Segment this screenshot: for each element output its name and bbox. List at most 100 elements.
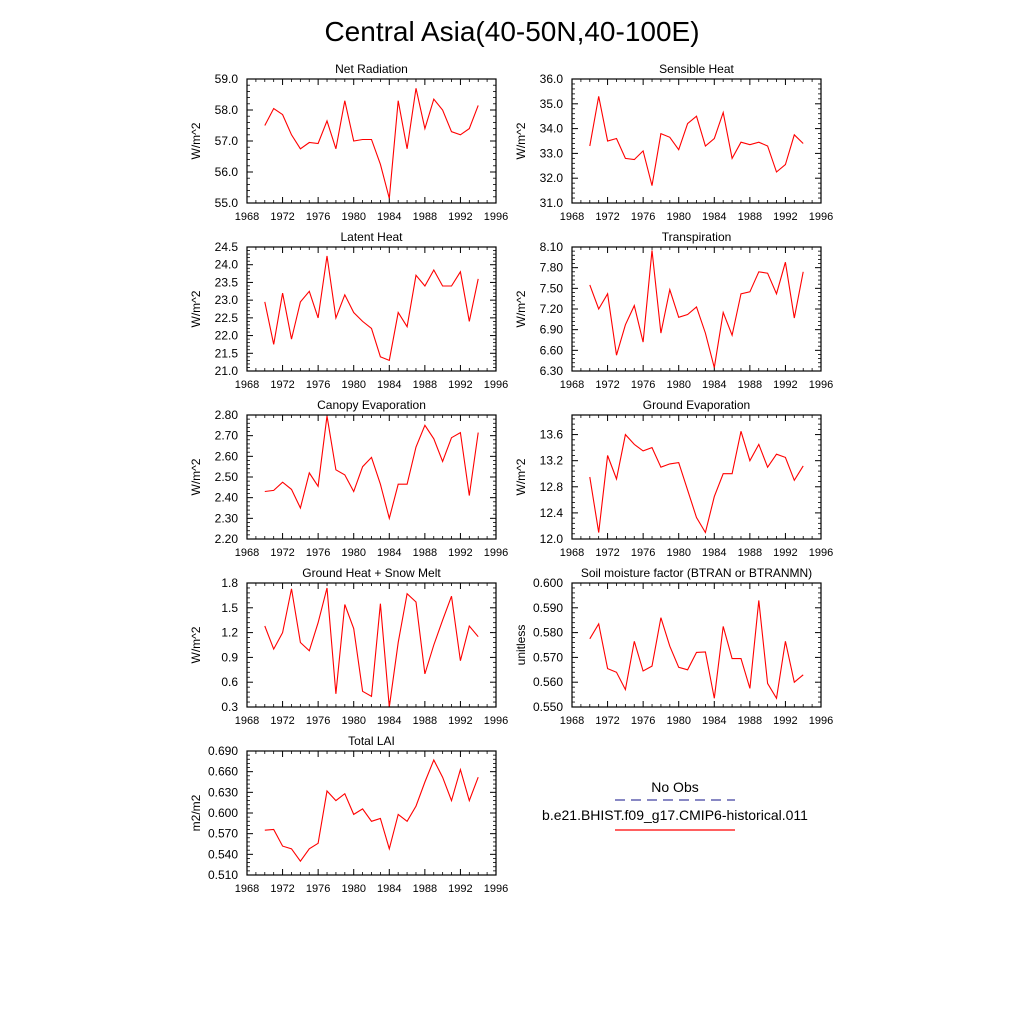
y-tick-label: 0.560	[533, 675, 563, 689]
x-tick-label: 1992	[773, 211, 797, 223]
plot-frame	[571, 78, 822, 204]
x-tick-label: 1968	[560, 547, 584, 559]
x-tick-label: 1988	[738, 379, 762, 391]
panel-title: Canopy Evaporation	[317, 398, 426, 412]
series-line	[589, 600, 804, 700]
x-tick-label: 1984	[377, 715, 401, 727]
figure-title: Central Asia(40-50N,40-100E)	[324, 16, 699, 47]
y-tick-label: 32.0	[540, 171, 564, 185]
y-tick-label: 0.600	[208, 806, 238, 820]
y-axis-label: W/m^2	[514, 290, 528, 327]
x-tick-label: 1992	[448, 211, 472, 223]
x-tick-label: 1976	[306, 379, 330, 391]
x-tick-label: 1968	[235, 379, 259, 391]
y-tick-label: 6.90	[540, 323, 564, 337]
y-tick-label: 2.20	[215, 532, 239, 546]
y-tick-label: 23.0	[215, 293, 239, 307]
y-tick-label: 0.600	[533, 576, 563, 590]
x-tick-label: 1992	[448, 379, 472, 391]
x-tick-label: 1996	[484, 715, 508, 727]
x-tick-label: 1996	[809, 379, 833, 391]
x-tick-label: 1968	[560, 211, 584, 223]
x-tick-label: 1980	[341, 547, 365, 559]
panel-1: Net Radiation W/m^2 1968 1972 1976 1980 1984 19…	[189, 62, 508, 223]
series-line	[264, 587, 479, 708]
plot-frame	[246, 414, 497, 540]
x-tick-label: 1988	[413, 379, 437, 391]
series-line	[264, 255, 479, 362]
x-tick-label: 1980	[341, 883, 365, 895]
y-tick-label: 35.0	[540, 97, 564, 111]
x-tick-label: 1968	[560, 715, 584, 727]
x-tick-label: 1976	[631, 211, 655, 223]
series-line	[589, 96, 804, 186]
x-tick-label: 1992	[448, 715, 472, 727]
y-tick-label: 0.630	[208, 785, 238, 799]
y-tick-label: 8.10	[540, 240, 564, 254]
y-tick-label: 21.5	[215, 346, 239, 360]
y-tick-label: 2.50	[215, 470, 239, 484]
x-tick-label: 1968	[235, 715, 259, 727]
y-tick-label: 1.8	[221, 576, 238, 590]
x-tick-label: 1968	[560, 379, 584, 391]
x-tick-label: 1984	[702, 547, 726, 559]
y-tick-label: 2.70	[215, 429, 239, 443]
panel-title: Net Radiation	[335, 62, 408, 76]
x-tick-label: 1996	[809, 547, 833, 559]
x-tick-label: 1972	[270, 211, 294, 223]
x-tick-label: 1972	[270, 883, 294, 895]
x-tick-label: 1976	[306, 211, 330, 223]
x-tick-label: 1976	[306, 547, 330, 559]
y-tick-label: 24.0	[215, 258, 239, 272]
y-tick-label: 33.0	[540, 146, 564, 160]
x-tick-label: 1980	[666, 715, 690, 727]
x-tick-label: 1972	[595, 211, 619, 223]
y-tick-label: 57.0	[215, 134, 239, 148]
y-tick-label: 31.0	[540, 196, 564, 210]
y-tick-label: 24.5	[215, 240, 239, 254]
y-tick-label: 0.570	[533, 650, 563, 664]
panel-title: Sensible Heat	[659, 62, 734, 76]
x-tick-label: 1992	[773, 547, 797, 559]
series-line	[264, 415, 479, 521]
legend-model-label: b.e21.BHIST.f09_g17.CMIP6-historical.011	[542, 807, 808, 823]
y-tick-label: 23.5	[215, 275, 239, 289]
panel-3: Latent Heat W/m^2 1968 1972 1976 1980 1984 1988…	[189, 230, 508, 391]
y-axis-label: W/m^2	[189, 626, 203, 663]
x-tick-label: 1984	[702, 715, 726, 727]
y-tick-label: 59.0	[215, 72, 239, 86]
y-axis-label: W/m^2	[514, 122, 528, 159]
x-tick-label: 1980	[666, 379, 690, 391]
y-axis-label: W/m^2	[189, 458, 203, 495]
y-tick-label: 13.6	[540, 428, 564, 442]
x-tick-label: 1980	[341, 379, 365, 391]
legend: No Obs b.e21.BHIST.f09_g17.CMIP6-histori…	[542, 779, 808, 831]
x-tick-label: 1976	[306, 883, 330, 895]
x-tick-label: 1992	[448, 883, 472, 895]
y-tick-label: 22.5	[215, 311, 239, 325]
y-tick-label: 55.0	[215, 196, 239, 210]
x-tick-label: 1976	[306, 715, 330, 727]
x-tick-label: 1972	[270, 547, 294, 559]
x-tick-label: 1984	[702, 379, 726, 391]
x-tick-label: 1992	[448, 547, 472, 559]
panel-9: Total LAI m2/m2 1968 1972 1976 1980 1984 1988 19…	[189, 734, 508, 895]
x-tick-label: 1988	[413, 883, 437, 895]
y-tick-label: 12.4	[540, 506, 564, 520]
y-tick-label: 7.80	[540, 261, 564, 275]
panel-title: Ground Heat + Snow Melt	[302, 566, 441, 580]
x-tick-label: 1984	[377, 211, 401, 223]
x-tick-label: 1996	[484, 211, 508, 223]
series-line	[589, 431, 804, 534]
plot-frame	[571, 582, 822, 708]
x-tick-label: 1992	[773, 715, 797, 727]
y-tick-label: 0.550	[533, 700, 563, 714]
y-tick-label: 0.570	[208, 827, 238, 841]
series-line	[264, 88, 479, 199]
panel-8: Soil moisture factor (BTRAN or BTRANMN) u…	[514, 566, 833, 727]
series-line	[264, 758, 479, 863]
plot-frame	[571, 414, 822, 540]
x-tick-label: 1996	[484, 547, 508, 559]
y-axis-label: unitless	[514, 625, 528, 666]
